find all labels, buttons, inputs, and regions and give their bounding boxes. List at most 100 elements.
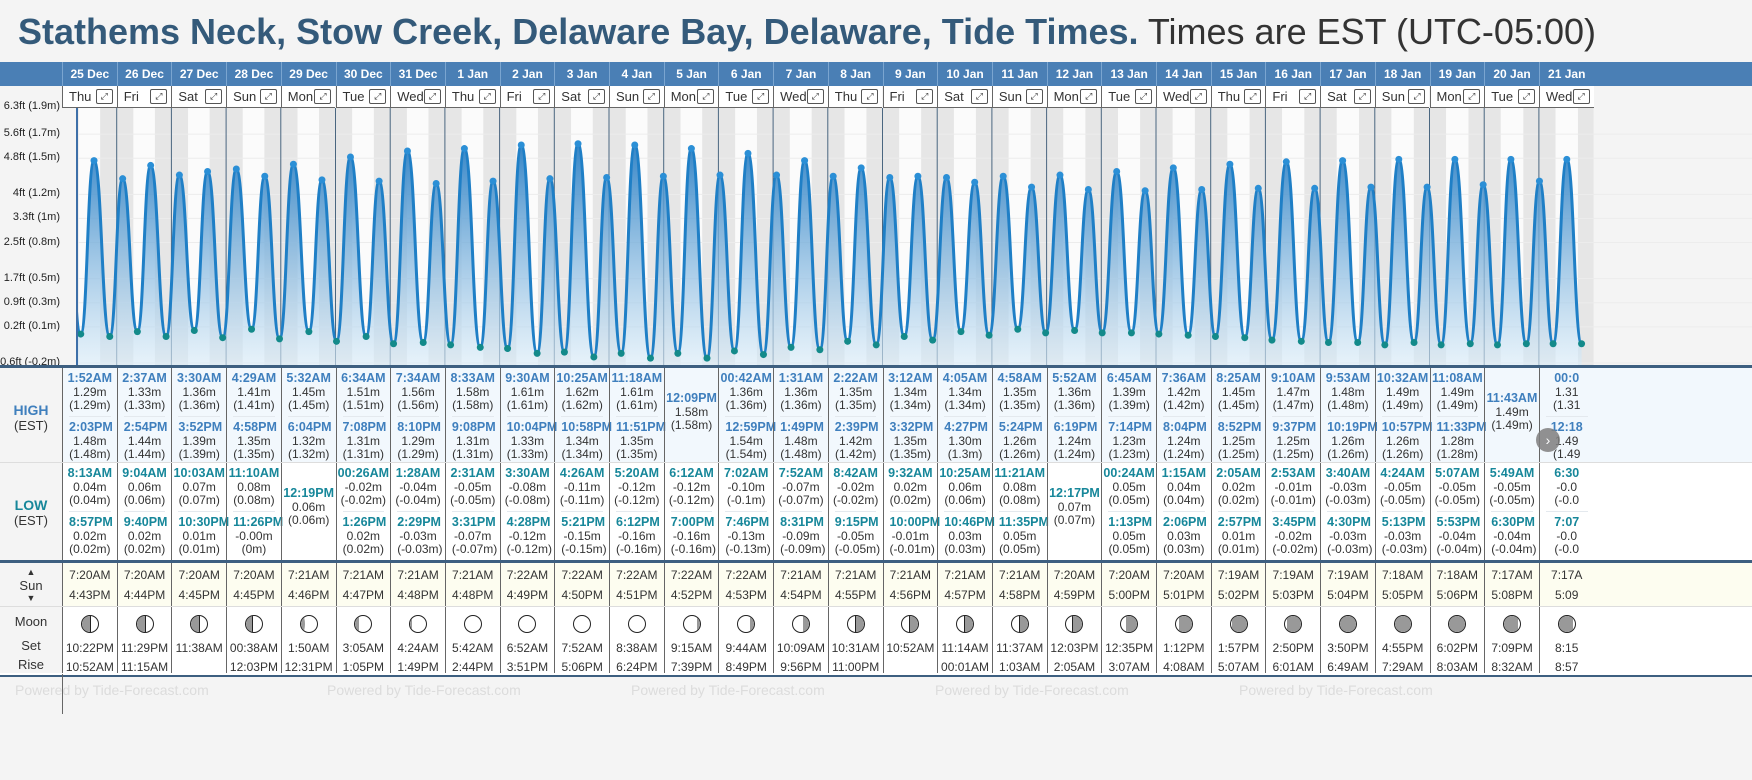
high-tide-time: 3:52PM xyxy=(178,420,223,434)
high-tide-time: 11:18AM xyxy=(611,371,663,385)
high-tide-entry: 6:45AM 1.39m (1.39m) xyxy=(1102,368,1156,416)
expand-arrows-icon[interactable]: ⤢ xyxy=(916,89,934,104)
expand-arrows-icon[interactable]: ⤢ xyxy=(1517,89,1535,104)
sunset-time: 4:43PM xyxy=(69,588,111,602)
expand-arrows-icon[interactable]: ⤢ xyxy=(697,89,715,104)
low-tide-entry: 3:30AM -0.08m (-0.08m) xyxy=(501,463,555,511)
sun-cell: 7:18AM 5:05PM xyxy=(1374,563,1430,606)
high-tide-time: 11:43AM xyxy=(1486,391,1538,405)
date-header-cell: 28 Dec xyxy=(226,62,281,86)
expand-arrows-icon[interactable]: ⤢ xyxy=(970,89,988,104)
sunset-time: 4:54PM xyxy=(780,588,822,602)
expand-arrows-icon[interactable]: ⤢ xyxy=(642,89,660,104)
weekday-cell: Fri ⤢ xyxy=(882,86,938,108)
high-tide-point xyxy=(119,175,127,183)
low-tide-time: 9:15PM xyxy=(834,515,879,529)
next-arrow-icon[interactable]: › xyxy=(1536,428,1560,452)
low-tide-point xyxy=(190,326,198,334)
sunset-time: 5:03PM xyxy=(1272,588,1314,602)
high-tide-entry: 12:09PM 1.58m (1.58m) xyxy=(665,368,719,431)
high-tide-entry: 9:08PM 1.31m (1.31m) xyxy=(451,416,496,464)
high-tide-height: 1.24m xyxy=(1057,433,1092,448)
expand-arrows-icon[interactable]: ⤢ xyxy=(1408,89,1426,104)
low-tide-point xyxy=(787,343,795,351)
expand-arrows-icon[interactable]: ⤢ xyxy=(1025,89,1043,104)
high-tide-cell: 10:32AM 1.49m (1.49m) 10:57PM 1.26m (1.26m) xyxy=(1374,368,1433,465)
expand-arrows-icon[interactable]: ⤢ xyxy=(587,89,605,104)
weekday-label: Tue xyxy=(1108,89,1131,104)
high-tide-time: 7:14PM xyxy=(1108,420,1153,434)
expand-arrows-icon[interactable]: ⤢ xyxy=(150,89,168,104)
low-tide-entry: 5:07AM -0.05m (-0.05m) xyxy=(1431,463,1485,511)
low-tide-time: 7:02AM xyxy=(724,466,769,480)
high-tide-point xyxy=(1028,183,1036,191)
low-tide-point xyxy=(759,351,767,359)
high-tide-time: 11:33PM xyxy=(1436,420,1487,434)
weekday-cell: Sat ⤢ xyxy=(937,86,992,108)
low-tide-point xyxy=(560,348,568,356)
low-tide-height-alt: (0.05m) xyxy=(1108,542,1150,556)
expand-arrows-icon[interactable]: ⤢ xyxy=(752,89,770,104)
low-tide-entry: 1:28AM -0.04m (-0.04m) xyxy=(391,463,445,511)
low-tide-entry: 11:10AM 0.08m (0.08m) xyxy=(227,463,281,511)
high-tide-point xyxy=(716,171,724,179)
high-tide-time: 7:08PM xyxy=(342,420,387,434)
low-tide-height: -0.10m xyxy=(727,479,765,494)
expand-arrows-icon[interactable]: ⤢ xyxy=(1189,89,1207,104)
weekday-cell: Thu ⤢ xyxy=(444,86,500,108)
expand-arrows-icon[interactable]: ⤢ xyxy=(861,89,879,104)
expand-arrows-icon[interactable]: ⤢ xyxy=(259,89,277,104)
expand-arrows-icon[interactable]: ⤢ xyxy=(1353,89,1371,104)
low-tide-height: 0.01m xyxy=(1221,528,1256,543)
low-tide-point xyxy=(872,341,880,349)
moon-cell: 5:42AM 2:44PM xyxy=(444,607,500,674)
moonrise-time: 8:49PM xyxy=(725,660,767,674)
moonset-time: 8:38AM xyxy=(616,641,658,655)
moonset-time: 5:42AM xyxy=(452,641,494,655)
date-header-cell: 11 Jan xyxy=(991,62,1047,86)
low-tide-time: 8:31PM xyxy=(780,515,824,529)
expand-arrows-icon[interactable]: ⤢ xyxy=(1463,89,1481,104)
low-tide-entry: 6:12AM -0.12m (-0.12m) xyxy=(665,463,719,511)
moon-cell: 1:57PM 5:07AM xyxy=(1210,607,1266,674)
low-tide-height: -0.02m xyxy=(1274,528,1312,543)
low-tide-point xyxy=(1381,341,1389,349)
moonset-time: 12:35PM xyxy=(1105,641,1154,655)
low-tide-point xyxy=(133,328,141,336)
expand-arrows-icon[interactable]: ⤢ xyxy=(478,89,496,104)
expand-arrows-icon[interactable]: ⤢ xyxy=(806,89,824,104)
expand-arrows-icon[interactable]: ⤢ xyxy=(205,89,223,104)
expand-arrows-icon[interactable]: ⤢ xyxy=(1299,89,1317,104)
low-tide-entry: 2:31AM -0.05m (-0.05m) xyxy=(446,463,500,511)
moonset-time: 3:05AM xyxy=(342,641,385,655)
high-tide-entry: 8:33AM 1.58m (1.58m) xyxy=(446,368,500,416)
expand-arrows-icon[interactable]: ⤢ xyxy=(533,89,551,104)
expand-arrows-icon[interactable]: ⤢ xyxy=(1572,89,1590,104)
expand-arrows-icon[interactable]: ⤢ xyxy=(1080,89,1098,104)
weekday-label: Mon xyxy=(670,89,696,104)
low-tide-entry: 11:21AM 0.08m (0.08m) xyxy=(993,463,1047,511)
expand-arrows-icon[interactable]: ⤢ xyxy=(314,89,332,104)
expand-arrows-icon[interactable]: ⤢ xyxy=(423,89,441,104)
high-tide-entry: 11:51PM 1.35m (1.35m) xyxy=(616,416,666,464)
low-tide-cell: 2:31AM -0.05m (-0.05m) 3:31PM -0.07m (-0.07m) xyxy=(444,463,500,561)
high-tide-entry: 00:0 1.31 (1.31 xyxy=(1540,368,1594,416)
high-tide-height-alt: (1.25m) xyxy=(1217,447,1260,461)
high-tide-height-alt: (1.42m) xyxy=(834,447,877,461)
weekday-label: Wed xyxy=(1163,89,1190,104)
expand-arrows-icon[interactable]: ⤢ xyxy=(95,89,113,104)
date-header-cell: 26 Dec xyxy=(116,62,172,86)
moonrise-time: 8:32AM xyxy=(1491,660,1533,674)
date-header-cell: 19 Jan xyxy=(1429,62,1485,86)
expand-arrows-icon[interactable]: ⤢ xyxy=(1134,89,1152,104)
sunset-time: 4:44PM xyxy=(123,588,166,602)
date-header-cell: 16 Jan xyxy=(1265,62,1320,86)
low-tide-time: 8:57PM xyxy=(69,515,113,529)
date-label: 3 Jan xyxy=(566,67,598,81)
high-tide-time: 2:39PM xyxy=(834,420,879,434)
low-tide-entry: 3:31PM -0.07m (-0.07m) xyxy=(451,511,497,559)
expand-arrows-icon[interactable]: ⤢ xyxy=(369,89,387,104)
high-tide-point xyxy=(517,141,525,149)
expand-arrows-icon[interactable]: ⤢ xyxy=(1244,89,1262,104)
weekday-cell: Mon ⤢ xyxy=(1046,86,1102,108)
